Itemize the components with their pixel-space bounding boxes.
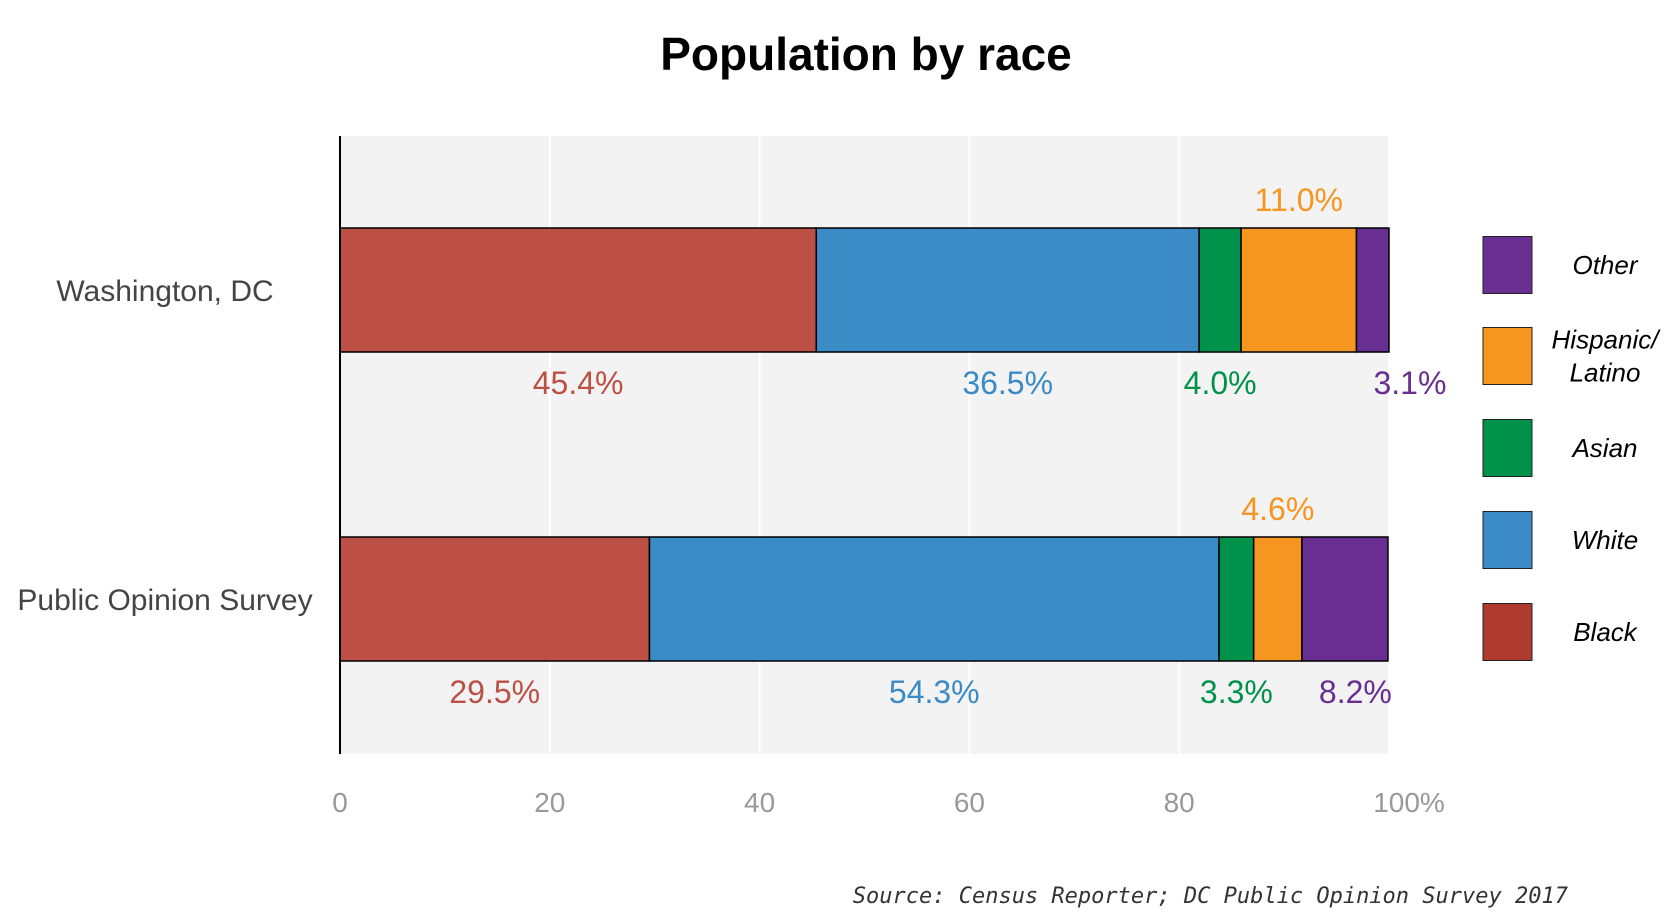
bar-segment-white xyxy=(648,536,1220,662)
category-label: Washington, DC xyxy=(56,275,273,308)
category-label: Public Opinion Survey xyxy=(17,584,312,617)
bar-segment-hispanic-latino xyxy=(1252,536,1303,662)
legend-swatch xyxy=(1482,419,1533,477)
bar-segment-other xyxy=(1355,227,1390,353)
legend-label: White xyxy=(1572,525,1638,555)
legend-swatch xyxy=(1482,603,1533,661)
data-label: 8.2% xyxy=(1319,674,1392,710)
legend-label: Black xyxy=(1573,617,1639,647)
legend-label: Asian xyxy=(1570,433,1637,463)
legend-swatch xyxy=(1482,327,1533,385)
x-tick-label: 60 xyxy=(954,787,985,818)
chart-title: Population by race xyxy=(660,28,1072,80)
data-label: 11.0% xyxy=(1255,182,1343,218)
bar-segment-white xyxy=(815,227,1200,353)
bar-segment-black xyxy=(339,536,651,662)
data-label: 3.1% xyxy=(1373,365,1446,401)
bar-segment-hispanic-latino xyxy=(1240,227,1358,353)
data-label: 29.5% xyxy=(449,674,540,710)
data-label: 45.4% xyxy=(533,365,624,401)
x-tick-label: 80 xyxy=(1164,787,1195,818)
x-tick-label: 20 xyxy=(534,787,565,818)
x-tick-label: 40 xyxy=(744,787,775,818)
legend-label: Hispanic/ xyxy=(1552,325,1662,355)
data-label: 4.0% xyxy=(1184,365,1257,401)
legend: Other Hispanic/Latino Asian White Black xyxy=(1482,236,1662,661)
data-label: 36.5% xyxy=(962,365,1053,401)
data-label: 4.6% xyxy=(1241,491,1314,527)
bar-segment-other xyxy=(1301,536,1389,662)
legend-label: Latino xyxy=(1570,358,1641,388)
bar-segment-asian xyxy=(1198,227,1242,353)
legend-label: Other xyxy=(1572,250,1638,280)
x-tick-label: 0 xyxy=(332,787,348,818)
source-note: Source: Census Reporter; DC Public Opini… xyxy=(853,884,1569,909)
bar-segment-asian xyxy=(1218,536,1255,662)
legend-swatch xyxy=(1482,511,1533,569)
legend-swatch xyxy=(1482,236,1533,294)
bar-segment-black xyxy=(339,227,817,353)
x-tick-label: 100% xyxy=(1373,787,1445,818)
data-label: 54.3% xyxy=(889,674,980,710)
data-label: 3.3% xyxy=(1200,674,1273,710)
plot-area: 0 20 40 60 80 100% Washington, DC 45.4% 36.5% 4.0… xyxy=(17,136,1446,818)
